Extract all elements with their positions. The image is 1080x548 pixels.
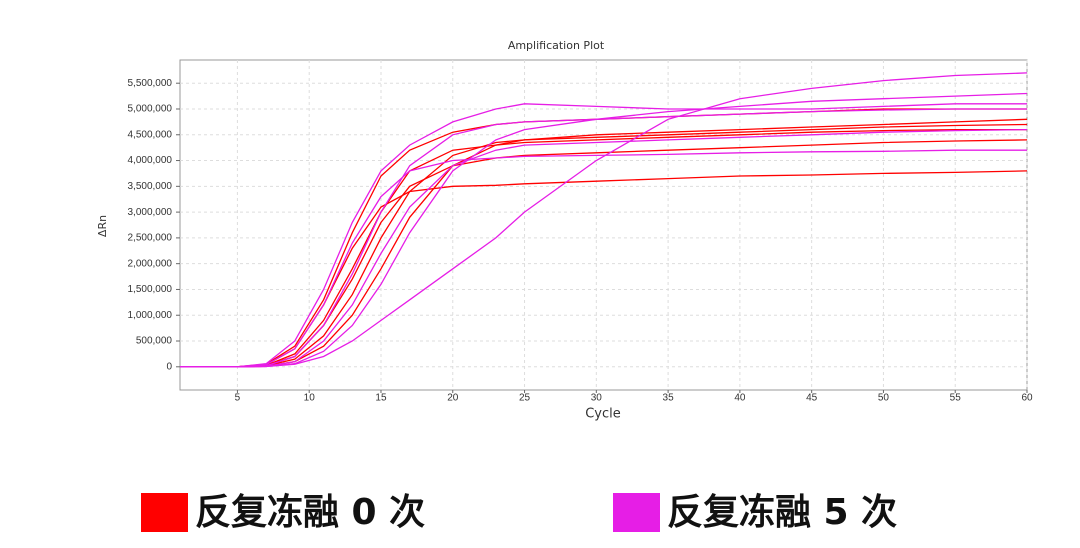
x-tick-label: 10 xyxy=(304,393,316,404)
x-tick-label: 55 xyxy=(950,393,962,404)
y-tick-label: 500,000 xyxy=(136,336,173,347)
y-tick-label: 3,000,000 xyxy=(128,207,173,218)
curve xyxy=(180,149,1027,368)
x-tick-label: 15 xyxy=(375,393,387,404)
legend-label: 反复冻融 0 次 xyxy=(195,492,425,533)
legend-swatch xyxy=(613,493,660,532)
y-tick-label: 5,500,000 xyxy=(128,78,173,89)
curve xyxy=(180,170,1028,368)
y-tick-label: 1,000,000 xyxy=(128,310,173,321)
y-tick-label: 2,000,000 xyxy=(128,258,173,269)
curve xyxy=(180,72,1028,368)
x-tick-label: 35 xyxy=(663,393,675,404)
y-axis-label: ΔRn xyxy=(96,215,109,237)
y-tick-label: 4,000,000 xyxy=(128,155,173,166)
curve xyxy=(180,139,1028,368)
x-tick-label: 45 xyxy=(806,393,818,404)
x-tick-label: 50 xyxy=(878,393,890,404)
legend-swatch xyxy=(141,493,188,532)
x-tick-label: 60 xyxy=(1021,393,1033,404)
x-tick-label: 5 xyxy=(235,393,241,404)
curve xyxy=(180,108,1027,368)
x-axis-label: Cycle xyxy=(585,407,621,422)
curve xyxy=(180,128,1027,368)
y-tick-label: 5,000,000 xyxy=(128,104,173,115)
chart-title: Amplification Plot xyxy=(508,39,605,52)
x-tick-label: 20 xyxy=(447,393,459,404)
curve xyxy=(180,128,1028,368)
curve xyxy=(180,92,1028,368)
y-tick-label: 2,500,000 xyxy=(128,233,173,244)
x-tick-label: 25 xyxy=(519,393,531,404)
y-tick-label: 0 xyxy=(166,361,172,372)
x-tick-label: 30 xyxy=(591,393,603,404)
legend-label: 反复冻融 5 次 xyxy=(667,492,897,533)
plot-frame xyxy=(179,59,1028,391)
y-tick-label: 1,500,000 xyxy=(128,284,173,295)
curve xyxy=(180,123,1028,368)
y-tick-label: 3,500,000 xyxy=(128,181,173,192)
y-tick-label: 4,500,000 xyxy=(128,129,173,140)
curve xyxy=(180,103,1027,368)
x-tick-label: 40 xyxy=(734,393,746,404)
